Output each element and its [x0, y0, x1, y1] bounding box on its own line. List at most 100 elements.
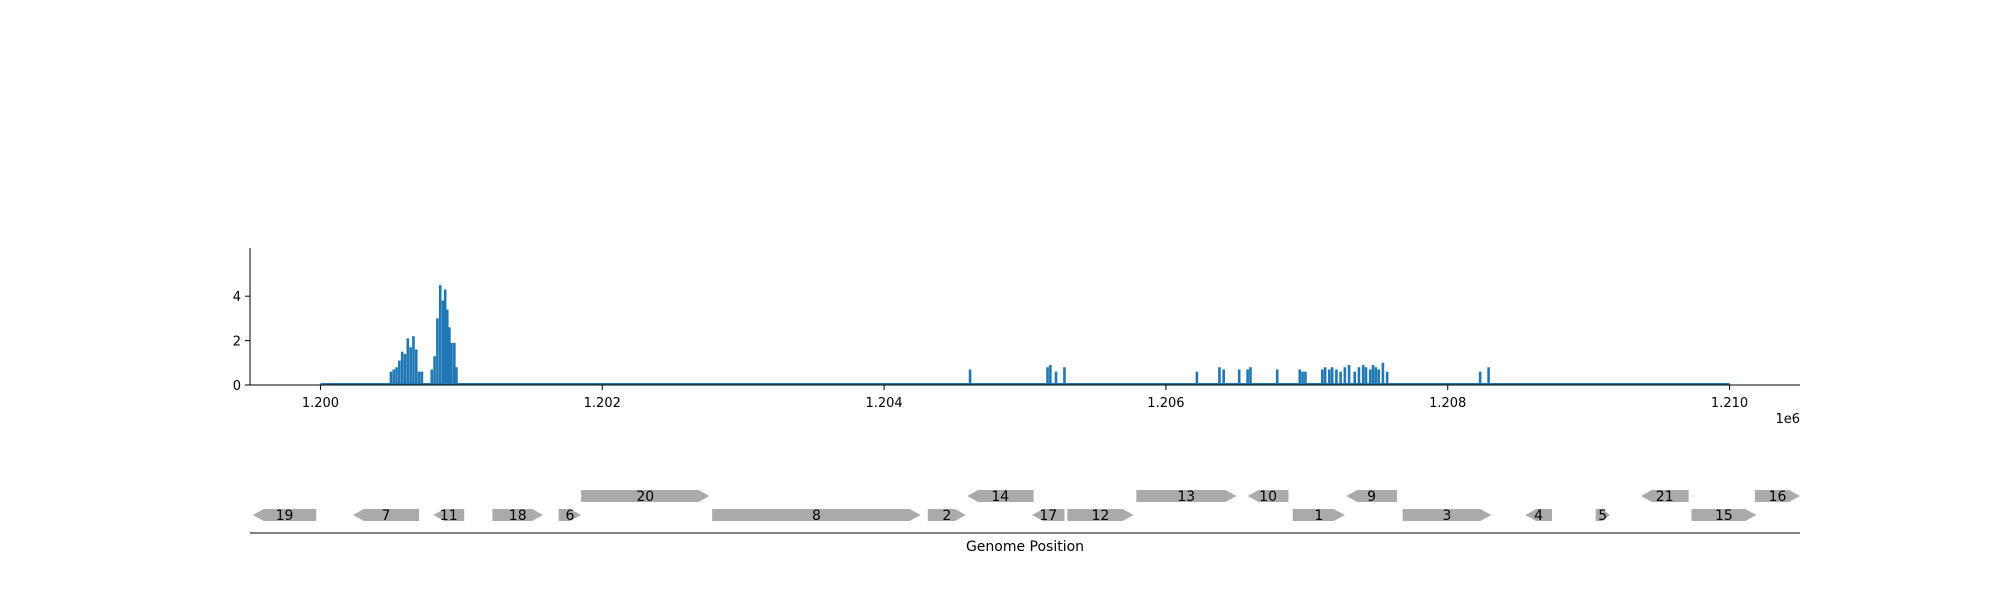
coverage-bar-10: [417, 371, 421, 385]
x-tick-label: 1.200: [302, 396, 339, 411]
gene-19: 19: [252, 508, 317, 524]
gene-label: 18: [509, 508, 527, 524]
y-tick-label: 2: [233, 335, 241, 350]
gene-arrow: [1032, 509, 1065, 521]
coverage-bar-53: [1377, 369, 1380, 385]
coverage-bar-22: [455, 367, 458, 385]
gene-arrow: [492, 509, 544, 521]
gene-arrow: [352, 509, 420, 521]
gene-label: 2: [942, 508, 951, 524]
coverage-bar-55: [1385, 371, 1389, 385]
gene-3: 3: [1402, 508, 1492, 524]
gene-label: 11: [440, 508, 458, 524]
gene-label: 4: [1534, 508, 1543, 524]
coverage-bar-15: [438, 285, 442, 385]
gene-arrow: [1346, 490, 1397, 502]
coverage-bar-25: [1049, 365, 1052, 385]
gene-11: 11: [433, 508, 465, 524]
x-axis-offset-label: 1e6: [1775, 412, 1800, 427]
coverage-bar-18: [445, 309, 449, 385]
coverage-bar-24: [1046, 367, 1049, 385]
y-tick-label: 4: [233, 290, 241, 305]
coverage-bar-28: [1195, 371, 1199, 385]
coverage-bar-31: [1237, 369, 1241, 385]
coverage-bar-33: [1249, 367, 1252, 385]
gene-arrow: [1754, 490, 1800, 502]
coverage-bar-45: [1347, 365, 1351, 385]
gene-arrow: [1595, 509, 1610, 521]
coverage-bar-1: [392, 369, 396, 385]
coverage-bar-44: [1343, 367, 1347, 385]
gene-5: 5: [1595, 508, 1610, 524]
gene-arrow: [967, 490, 1034, 502]
gene-label: 19: [276, 508, 294, 524]
coverage-bar-11: [420, 371, 424, 385]
coverage-bar-29: [1218, 367, 1221, 385]
coverage-bar-41: [1330, 367, 1334, 385]
coverage-bar-32: [1246, 369, 1249, 385]
gene-label: 17: [1039, 508, 1057, 524]
gene-label: 21: [1656, 489, 1674, 505]
coverage-bar-54: [1381, 362, 1385, 385]
y-axis-ticks: 0 2 4: [233, 290, 250, 394]
coverage-bar-26: [1054, 371, 1058, 385]
gene-label: 20: [636, 489, 654, 505]
gene-arrow: [1292, 509, 1345, 521]
gene-10: 10: [1247, 489, 1289, 505]
gene-label: 9: [1367, 489, 1376, 505]
coverage-bar-19: [448, 327, 451, 385]
gene-arrow: [1691, 509, 1757, 521]
coverage-bar-27: [1063, 367, 1066, 385]
gene-label: 15: [1715, 508, 1733, 524]
coverage-bar-48: [1361, 365, 1365, 385]
coverage-bar-5: [403, 353, 407, 385]
coverage-bar-56: [1478, 371, 1482, 385]
gene-arrow: [1136, 490, 1237, 502]
coverage-bar-14: [436, 318, 439, 385]
gene-arrow: [1640, 490, 1689, 502]
gene-label: 7: [382, 508, 391, 524]
gene-label: 16: [1769, 489, 1787, 505]
gene-arrow: [1247, 490, 1289, 502]
coverage-bar-38: [1321, 369, 1324, 385]
coverage-bar-30: [1222, 369, 1225, 385]
gene-4: 4: [1525, 508, 1552, 524]
gene-label: 10: [1259, 489, 1277, 505]
gene-8: 8: [712, 508, 921, 524]
gene-label: 5: [1598, 508, 1607, 524]
x-tick-label: 1.204: [865, 396, 902, 411]
coverage-bar-4: [400, 351, 404, 385]
coverage-bar-40: [1328, 369, 1331, 385]
gene-label: 14: [991, 489, 1009, 505]
gene-12: 12: [1067, 508, 1134, 524]
coverage-bar-43: [1339, 371, 1342, 385]
gene-arrow: [252, 509, 317, 521]
coverage-bar-23: [968, 369, 972, 385]
gene-label: 8: [812, 508, 821, 524]
coverage-bar-35: [1298, 369, 1302, 385]
coverage-bar-20: [450, 342, 453, 385]
gene-arrow: [558, 509, 582, 521]
coverage-panel: 0 2 4 1.200 1.202 1.204 1.206 1.208 1.210 1e6: [233, 248, 1800, 427]
gene-arrow: [927, 509, 966, 521]
gene-9: 9: [1346, 489, 1397, 505]
gene-arrow: [712, 509, 921, 521]
coverage-bar-21: [453, 342, 456, 385]
gene-14: 14: [967, 489, 1034, 505]
coverage-bar-2: [395, 367, 398, 385]
gene-1: 1: [1292, 508, 1345, 524]
gene-label: 3: [1443, 508, 1452, 524]
coverage-bar-51: [1371, 365, 1375, 385]
gene-label: 6: [565, 508, 574, 524]
coverage-bar-34: [1275, 369, 1279, 385]
coverage-bars: [389, 285, 1490, 385]
coverage-bar-16: [441, 300, 445, 385]
coverage-bar-46: [1353, 371, 1357, 385]
coverage-bar-37: [1304, 371, 1307, 385]
coverage-bar-47: [1357, 367, 1361, 385]
coverage-bar-0: [389, 371, 393, 385]
y-tick-label: 0: [233, 379, 241, 394]
gene-6: 6: [558, 508, 582, 524]
